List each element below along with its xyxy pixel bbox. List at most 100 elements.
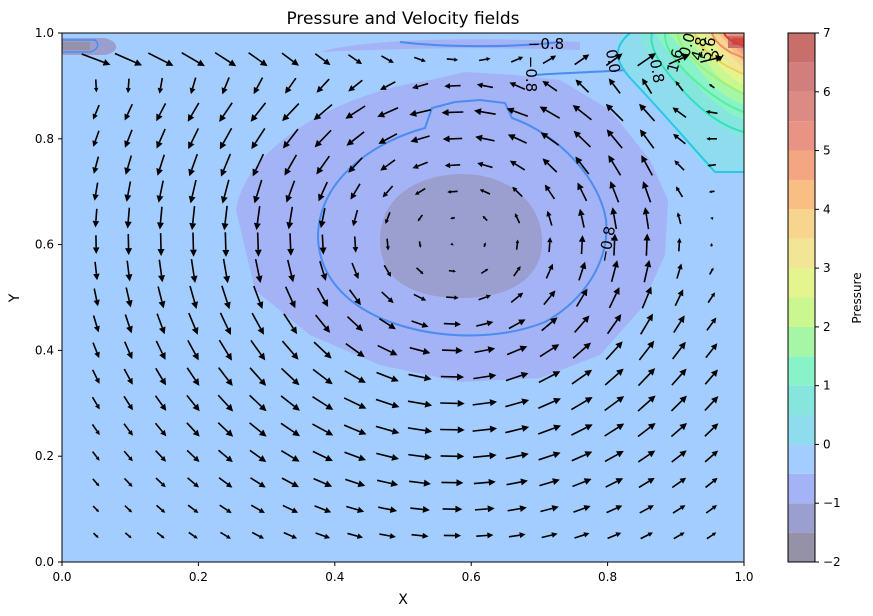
velocity-arrow — [351, 209, 359, 227]
velocity-arrow — [571, 369, 593, 385]
velocity-arrow — [375, 425, 400, 435]
velocity-arrow — [408, 373, 432, 382]
velocity-arrow — [282, 102, 300, 122]
contour-line-topleft — [62, 39, 99, 53]
velocity-arrow — [609, 181, 620, 203]
velocity-arrow — [408, 453, 432, 461]
velocity-arrow — [705, 343, 718, 359]
velocity-arrow — [578, 235, 586, 255]
velocity-arrow — [282, 128, 299, 149]
velocity-arrow — [676, 263, 683, 279]
velocity-arrow — [221, 205, 229, 231]
velocity-arrow — [284, 154, 298, 176]
velocity-arrow — [81, 53, 111, 66]
velocity-arrow — [217, 422, 234, 437]
velocity-arrow — [572, 342, 592, 359]
velocity-arrow — [606, 505, 623, 514]
velocity-arrow — [512, 186, 523, 198]
contour-line-inner — [316, 98, 608, 337]
pressure-contour-lines — [62, 33, 744, 337]
velocity-arrow — [448, 269, 456, 273]
velocity-arrow — [346, 505, 365, 514]
contour-label: 1.6 — [663, 47, 687, 75]
colorbar-band — [788, 532, 815, 562]
pressure-contour-fill — [62, 33, 744, 382]
velocity-arrow — [186, 449, 200, 463]
velocity-arrow — [377, 344, 398, 356]
velocity-arrow — [573, 505, 591, 513]
velocity-arrow — [92, 505, 100, 513]
velocity-arrow — [345, 343, 365, 358]
velocity-arrow — [156, 103, 167, 122]
velocity-arrow — [671, 477, 687, 489]
velocity-arrow — [542, 80, 558, 92]
velocity-arrow — [155, 340, 166, 360]
velocity-arrow — [280, 367, 300, 386]
velocity-arrow — [440, 452, 465, 460]
colorbar-tick-label: −1 — [823, 496, 841, 510]
velocity-arrow — [705, 110, 718, 115]
velocity-arrow — [189, 232, 197, 257]
velocity-arrow — [313, 341, 332, 359]
colorbar-frame — [787, 32, 816, 563]
velocity-arrow — [318, 208, 326, 229]
velocity-arrow — [313, 103, 333, 121]
velocity-arrow — [473, 478, 496, 486]
velocity-arrow — [710, 217, 714, 220]
velocity-arrow — [606, 129, 623, 149]
velocity-arrow — [505, 451, 529, 460]
contour-label: 0.8 — [646, 58, 668, 85]
velocity-arrow — [416, 267, 424, 275]
contour-line-top-right — [534, 69, 626, 76]
velocity-arrow — [92, 104, 100, 120]
y-tick-label: 0.8 — [35, 132, 54, 146]
velocity-arrow — [544, 184, 556, 200]
velocity-arrow — [380, 159, 396, 171]
velocity-arrow — [673, 315, 685, 333]
contour-label: 5.6 — [696, 35, 720, 63]
velocity-arrow — [707, 163, 716, 167]
velocity-arrow — [189, 285, 199, 309]
velocity-arrow — [219, 312, 232, 336]
velocity-arrow — [474, 346, 496, 354]
velocity-arrow — [344, 370, 366, 383]
velocity-arrow — [214, 51, 237, 67]
colorbar — [788, 33, 815, 562]
velocity-arrow — [706, 532, 717, 540]
colorbar-band — [788, 33, 815, 63]
velocity-arrow — [608, 287, 620, 309]
velocity-arrow — [538, 451, 561, 461]
velocity-arrow — [93, 261, 100, 281]
velocity-arrow — [706, 136, 717, 141]
velocity-arrow — [506, 107, 529, 118]
colorbar-tick-label: −2 — [823, 555, 841, 569]
contour-line-corner-c — [677, 33, 744, 95]
velocity-arrow — [542, 55, 557, 65]
velocity-arrow — [123, 477, 133, 487]
velocity-arrow — [537, 397, 561, 409]
velocity-arrow — [92, 130, 100, 147]
velocity-arrow — [640, 532, 653, 540]
velocity-arrow — [124, 207, 132, 229]
velocity-arrow — [539, 478, 560, 487]
velocity-arrow — [705, 477, 718, 489]
velocity-arrow — [222, 258, 231, 284]
velocity-arrow — [187, 102, 200, 122]
velocity-arrow — [92, 208, 100, 228]
velocity-arrow — [478, 57, 491, 62]
velocity-arrow — [700, 55, 723, 63]
velocity-arrow — [637, 450, 656, 463]
velocity-arrow — [577, 182, 588, 202]
velocity-arrow — [155, 450, 167, 462]
velocity-arrow — [385, 238, 390, 251]
velocity-arrow — [154, 422, 167, 437]
chart-title: Pressure and Velocity fields — [286, 9, 519, 29]
velocity-arrow — [674, 160, 685, 171]
velocity-arrow — [283, 531, 298, 539]
velocity-arrow — [314, 53, 331, 66]
velocity-arrow — [343, 397, 367, 409]
contour-line-corner-b — [663, 33, 744, 113]
velocity-arrow — [316, 78, 330, 93]
velocity-arrow — [515, 239, 520, 250]
